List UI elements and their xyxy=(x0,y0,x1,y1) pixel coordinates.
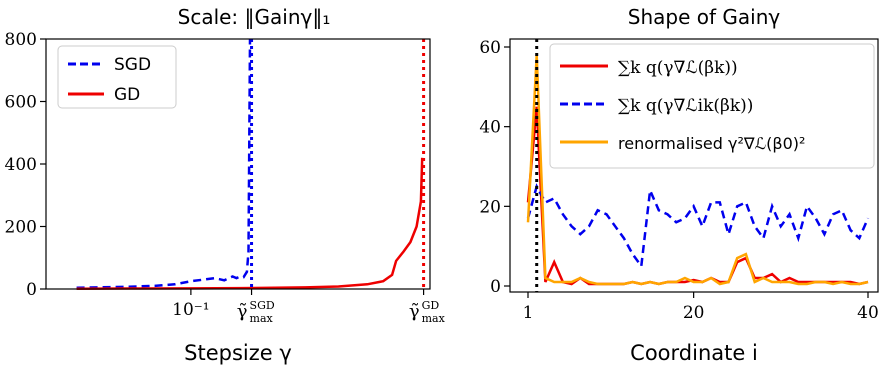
right-x-axis-label: Coordinate i xyxy=(630,341,758,365)
left-x-axis-label: Stepsize γ xyxy=(184,341,292,365)
legend-red-label: ∑k q(γ∇ℒ(βk)) xyxy=(618,58,738,78)
legend-orange-label: renormalised γ²∇ℒ(β0)² xyxy=(618,134,805,153)
x-tick-label: max xyxy=(250,312,274,325)
left-y-ticks: 0 200 400 600 800 xyxy=(5,30,46,300)
series-line-2 xyxy=(526,54,869,286)
right-legend: ∑k q(γ∇ℒ(βk)) ∑k q(γ∇ℒik(βk)) renormalis… xyxy=(549,43,875,169)
x-tick-label: γ̃ xyxy=(409,301,420,322)
x-tick-label: GD xyxy=(422,299,440,312)
x-tick-label: SGD xyxy=(250,299,275,312)
left-legend: SGD GD xyxy=(57,45,177,109)
x-tick-label: max xyxy=(422,312,446,325)
y-tick-label: 400 xyxy=(5,155,37,175)
y-tick-label: 800 xyxy=(5,30,37,50)
left-plot-area xyxy=(76,38,426,290)
x-tick-label: γ̃ xyxy=(237,301,248,322)
series-line-sgd xyxy=(76,38,252,290)
x-tick-label: 10⁻¹ xyxy=(172,300,209,320)
y-tick-label: 0 xyxy=(490,277,501,297)
right-y-ticks: 0 20 40 60 xyxy=(479,38,510,297)
legend-gd-label: GD xyxy=(114,85,140,105)
y-tick-label: 200 xyxy=(5,218,37,238)
x-tick-label: 40 xyxy=(857,303,879,323)
right-plot-area xyxy=(526,39,870,292)
series-line-gd xyxy=(76,157,424,290)
x-tick-label: 20 xyxy=(683,303,705,323)
legend-sgd-label: SGD xyxy=(114,55,151,75)
y-tick-label: 0 xyxy=(26,280,37,300)
x-tick-label: 1 xyxy=(523,303,534,323)
legend-blue-label: ∑k q(γ∇ℒik(βk)) xyxy=(618,96,753,116)
y-tick-label: 600 xyxy=(5,93,37,113)
left-title: Scale: ‖Gainγ‖₁ xyxy=(178,5,331,29)
series-line-1 xyxy=(526,183,870,270)
right-panel: Shape of Gainγ 0 20 40 60 1 20 40 Coordinate … xyxy=(479,5,878,365)
right-x-ticks: 1 20 40 xyxy=(523,292,879,323)
right-title: Shape of Gainγ xyxy=(628,5,781,29)
y-tick-label: 20 xyxy=(479,197,501,217)
y-tick-label: 60 xyxy=(479,38,501,58)
y-tick-label: 40 xyxy=(479,118,501,138)
